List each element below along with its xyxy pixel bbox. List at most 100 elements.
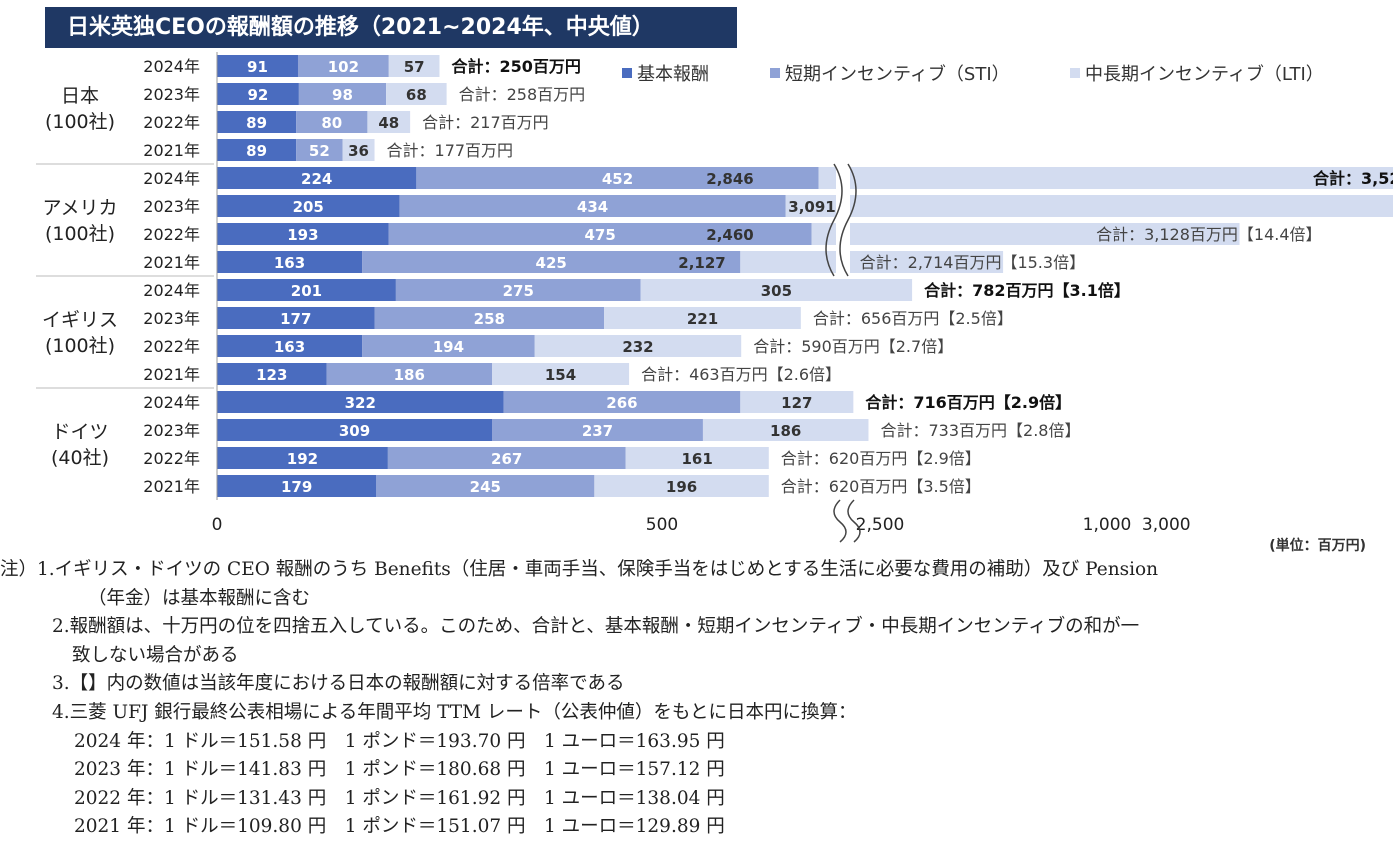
data-label-base: 163: [274, 254, 305, 272]
data-label-base: 224: [301, 170, 332, 188]
bar-segment-lti: [534, 335, 742, 357]
bar-segment-lti: [740, 391, 854, 413]
bar-segment-sti: [296, 139, 343, 161]
group-sublabel: (40社): [51, 447, 109, 469]
x-axis-break-icon: [847, 499, 861, 543]
total-label: 合計：3,522百万円【14.1倍】: [1313, 169, 1393, 188]
x-tick-label: 3,000: [1142, 515, 1191, 535]
bar-segment-lti: [640, 279, 913, 301]
year-tick-label: 2021年: [143, 141, 200, 160]
year-tick-label: 2022年: [143, 449, 200, 468]
bar-segment-sti: [297, 55, 389, 77]
bar-segment-sti: [492, 419, 703, 441]
bar-segment-lti: [594, 475, 769, 497]
note-line: 2021 年：1 ドル＝109.80 円 1 ポンド＝151.07 円 1 ユー…: [74, 816, 725, 838]
bar-segment-lti: [625, 447, 769, 469]
data-label-sti: 98: [332, 86, 353, 104]
bar-segment-base: [217, 55, 298, 77]
data-label-base: 193: [287, 226, 318, 244]
year-tick-label: 2024年: [143, 169, 200, 188]
data-label-base: 91: [247, 58, 268, 76]
data-label-sti: 258: [474, 310, 505, 328]
total-label: 合計：177百万円: [387, 141, 514, 160]
data-label-lti: 196: [666, 478, 697, 496]
data-label-lti: 127: [781, 394, 812, 412]
bar-segment-base: [217, 419, 493, 441]
bar-segment-lti: [604, 307, 801, 329]
note-line: 注）1.イギリス・ドイツの CEO 報酬のうち Benefits（住居・車両手当…: [0, 559, 1159, 580]
bar-segment-sti: [296, 111, 368, 133]
data-label-sti: 186: [394, 366, 425, 384]
group-sublabel: (100社): [45, 335, 115, 357]
bar-segment-sti: [326, 363, 493, 385]
bar-segment-base: [217, 279, 396, 301]
data-label-base: 89: [246, 142, 267, 160]
group-label: イギリス: [42, 309, 118, 331]
data-label-lti: 3,091: [788, 198, 835, 216]
data-label-lti: 68: [406, 86, 427, 104]
x-tick-label: 500: [646, 515, 678, 535]
data-label-base: 92: [248, 86, 269, 104]
year-tick-label: 2023年: [143, 197, 200, 216]
bar-segment-base: [217, 167, 417, 189]
stacked-bar-chart: 日本 (100社) 2024年 91 102 57 合計：250百万円 2023年 92 98 68…: [36, 52, 1393, 554]
bar-segment-base: [217, 363, 327, 385]
bar-segment-lti: [386, 83, 447, 105]
chart-title: 日米英独CEOの報酬額の推移（2021~2024年、中央値）: [45, 7, 737, 48]
x-tick-label: 2,500: [856, 515, 905, 535]
bar-segment-lti: [702, 419, 869, 441]
data-label-lti: 36: [348, 142, 369, 160]
bar-segment-sti: [387, 447, 626, 469]
data-label-base: 179: [281, 478, 312, 496]
total-label: 合計：258百万円: [459, 85, 586, 104]
data-label-lti: 2,846: [706, 170, 753, 188]
note-line: （年金）は基本報酬に含む: [88, 587, 311, 609]
data-label-base: 322: [345, 394, 376, 412]
bar-segment-sti: [362, 335, 535, 357]
bar-segment-base: [217, 307, 375, 329]
note-line: 2024 年：1 ドル＝151.58 円 1 ポンド＝193.70 円 1 ユー…: [74, 730, 725, 752]
year-tick-label: 2021年: [143, 365, 200, 384]
total-label: 合計：3,128百万円【14.4倍】: [1096, 225, 1321, 244]
bar-segment-lti: [388, 55, 440, 77]
data-label-sti: 452: [602, 170, 633, 188]
data-label-sti: 275: [503, 282, 534, 300]
x-tick-label: 1,000: [1083, 515, 1132, 535]
legend-swatch: [622, 68, 632, 78]
bar-segment-base: [217, 335, 363, 357]
data-label-sti: 267: [491, 450, 522, 468]
bar-segment-sti: [362, 251, 741, 273]
data-label-base: 309: [339, 422, 370, 440]
year-tick-label: 2021年: [143, 253, 200, 272]
note-line: 2022 年：1 ドル＝131.43 円 1 ポンド＝161.92 円 1 ユー…: [74, 787, 725, 809]
year-tick-label: 2023年: [143, 309, 200, 328]
bar-segment-sti: [395, 279, 641, 301]
data-label-lti: 57: [404, 58, 425, 76]
total-label: 合計：620百万円【2.9倍】: [781, 449, 981, 468]
data-label-lti: 221: [687, 310, 718, 328]
total-label: 合計：463百万円【2.6倍】: [641, 365, 841, 384]
note-line: 4.三菱 UFJ 銀行最終公表相場による年間平均 TTM レート（公表仲値）をも…: [52, 702, 857, 723]
data-label-lti: 154: [545, 366, 576, 384]
bar-segment-base: [217, 139, 297, 161]
data-label-sti: 80: [321, 114, 342, 132]
year-tick-label: 2024年: [143, 281, 200, 300]
x-tick-label: 0: [212, 515, 223, 535]
bar-segment-sti: [416, 167, 819, 189]
legend-label: 中長期インセンティブ（LTI）: [1085, 63, 1324, 85]
bar-segment-base: [217, 251, 363, 273]
note-line: 2.報酬額は、十万円の位を四捨五入している。このため、合計と、基本報酬・短期イン…: [52, 616, 1140, 638]
data-label-base: 163: [274, 338, 305, 356]
bar-segment-sti: [388, 223, 812, 245]
group-label: ドイツ: [51, 421, 108, 443]
year-tick-label: 2024年: [143, 393, 200, 412]
data-label-lti: 232: [622, 338, 653, 356]
data-label-lti: 186: [770, 422, 801, 440]
year-tick-label: 2022年: [143, 337, 200, 356]
bar-segment-sti: [503, 391, 741, 413]
bar-segment-sti: [374, 307, 605, 329]
bar-segment-lti: [492, 363, 630, 385]
data-label-lti: 305: [761, 282, 792, 300]
bar-segment-base: [217, 447, 388, 469]
data-label-sti: 425: [536, 254, 567, 272]
